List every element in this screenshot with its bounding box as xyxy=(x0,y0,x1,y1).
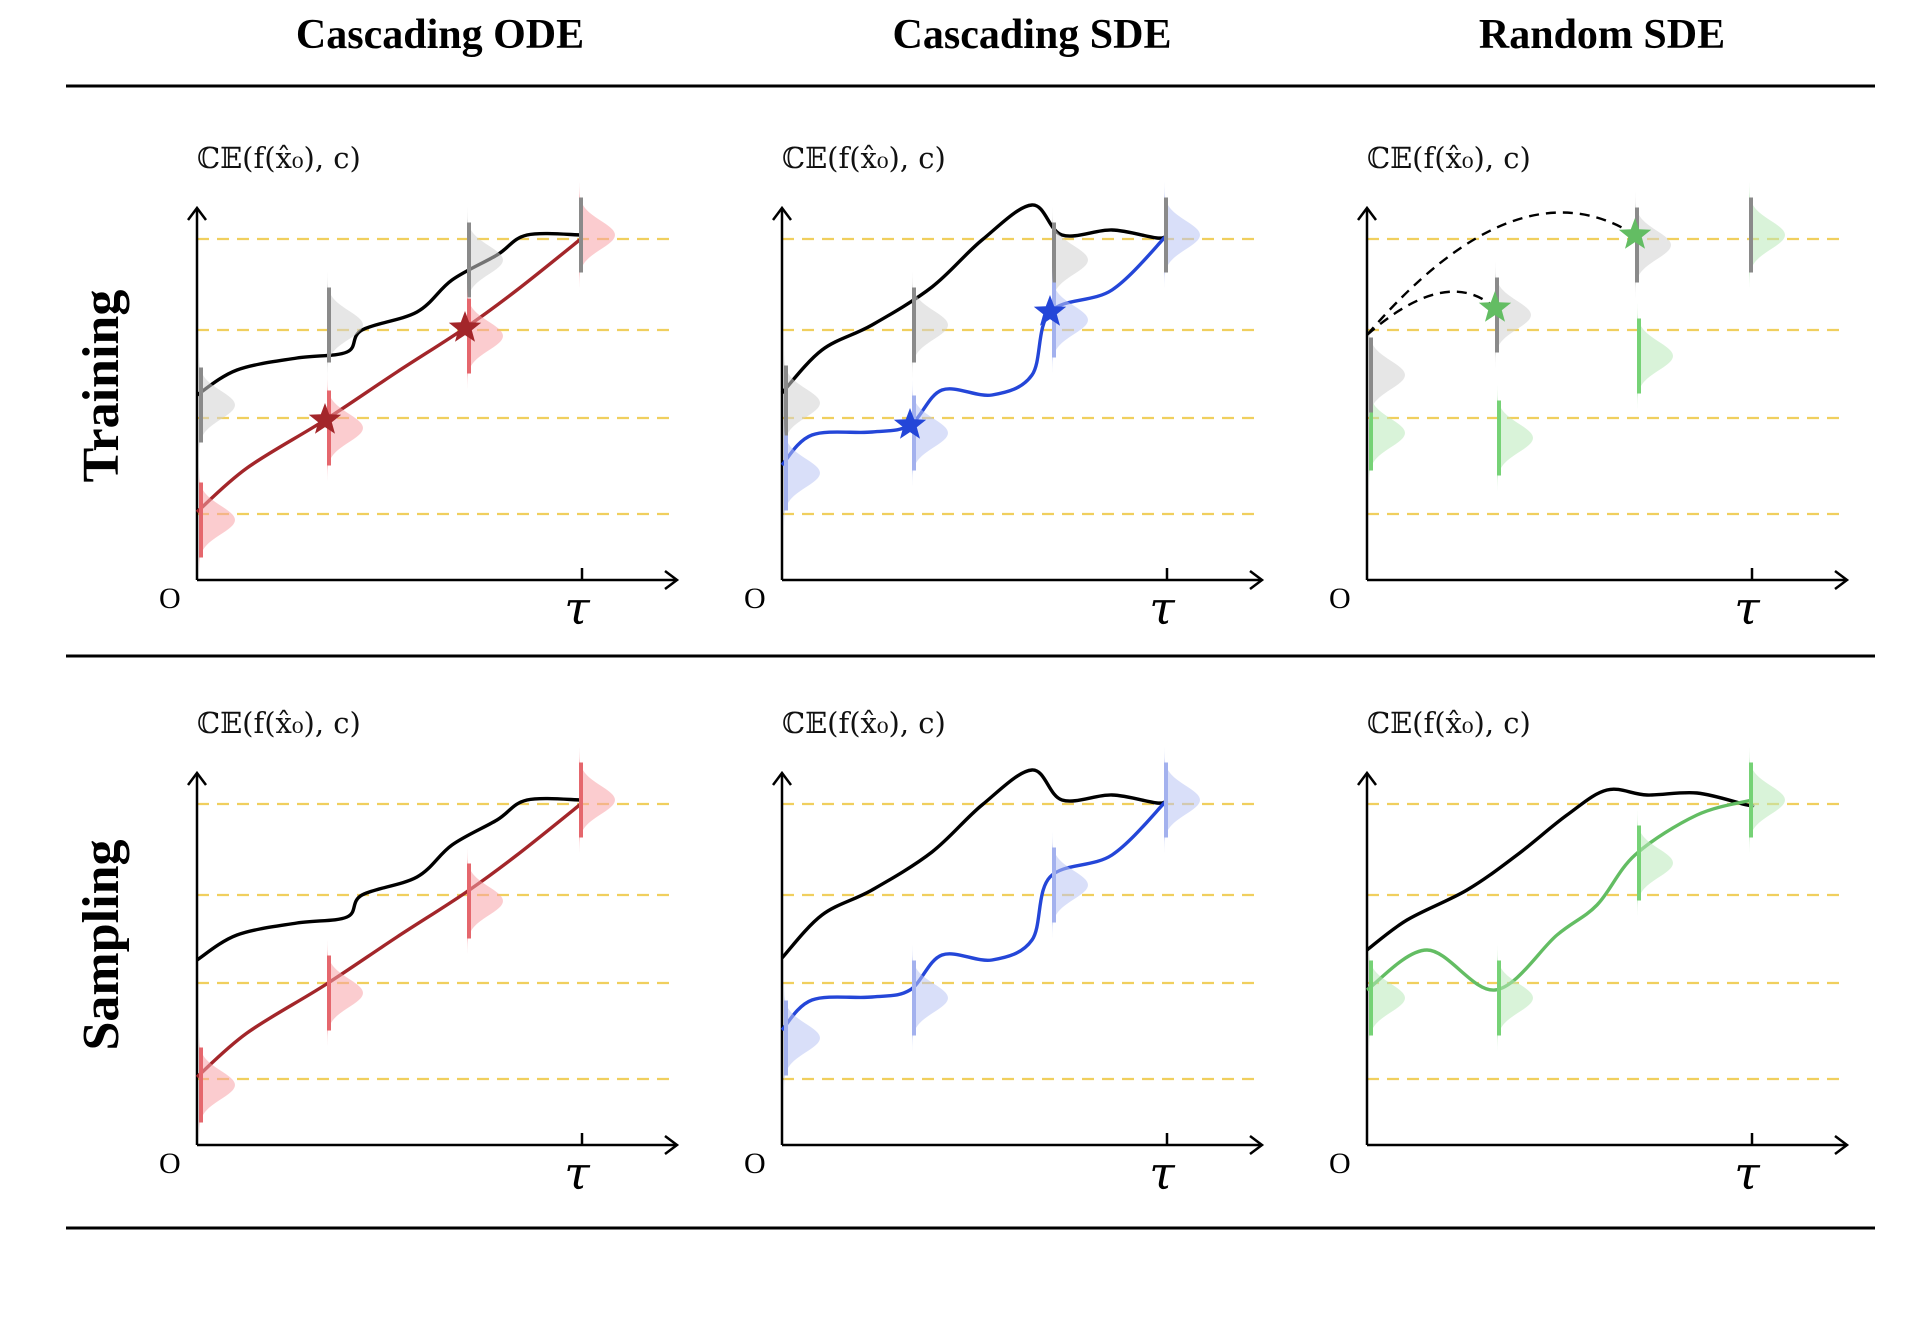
star-marker xyxy=(1618,218,1652,249)
star-marker xyxy=(893,408,927,439)
generated-density-density xyxy=(1497,381,1533,495)
y-axis-arrow xyxy=(772,770,792,786)
panels: ℂ𝔼(f(x̂₀), c)O τℂ𝔼(f(x̂₀), c)O τℂ𝔼(f(x̂₀),… xyxy=(159,141,1850,1200)
tau-label: τ xyxy=(1149,581,1176,635)
generated-density-density xyxy=(327,936,363,1050)
generated-density-density xyxy=(467,844,503,958)
column-headers: Cascading ODE Cascading SDE Random SDE xyxy=(296,12,1725,58)
generated-trajectory xyxy=(780,798,1169,1032)
y-axis-arrow xyxy=(187,205,207,221)
target-density-density xyxy=(327,268,363,382)
x-axis-arrow xyxy=(664,1135,680,1155)
y-axis-arrow xyxy=(187,770,207,786)
target-density-density xyxy=(1052,203,1088,317)
generated-density-density xyxy=(199,463,235,577)
panel-sampling-sde: ℂ𝔼(f(x̂₀), c) O τ xyxy=(744,706,1265,1200)
tau-label: τ xyxy=(564,1146,591,1200)
terminal-density-density xyxy=(1164,178,1200,292)
panel-training-rsde: ℂ𝔼(f(x̂₀), c) O τ xyxy=(1329,141,1850,635)
star-marker xyxy=(1478,291,1512,322)
dashed-jump xyxy=(1366,290,1496,336)
y-axis-label: ℂ𝔼(f(x̂₀), c) xyxy=(197,706,361,740)
generated-density-density xyxy=(1369,376,1405,490)
y-axis-label: ℂ𝔼(f(x̂₀), c) xyxy=(1367,706,1531,740)
generated-density-density xyxy=(912,941,948,1055)
reference-trajectory xyxy=(780,768,1168,960)
row-title-sampling: Sampling xyxy=(73,840,130,1051)
y-axis-arrow xyxy=(1357,205,1377,221)
origin-label: O xyxy=(744,582,766,615)
origin-label: O xyxy=(159,1147,181,1180)
terminal-density-density xyxy=(1749,743,1785,857)
y-axis-label: ℂ𝔼(f(x̂₀), c) xyxy=(782,141,946,175)
origin-label: O xyxy=(1329,1147,1351,1180)
x-axis-arrow xyxy=(1249,1135,1265,1155)
panel-sampling-rsde: ℂ𝔼(f(x̂₀), c) O τ xyxy=(1329,706,1850,1200)
generated-trajectory xyxy=(1365,798,1753,992)
reference-trajectory xyxy=(780,203,1168,395)
y-axis-label: ℂ𝔼(f(x̂₀), c) xyxy=(782,706,946,740)
terminal-density-density xyxy=(1164,743,1200,857)
target-density-density xyxy=(467,203,503,317)
generated-trajectory xyxy=(780,233,1169,467)
generated-density-density xyxy=(1052,263,1088,377)
row-title-training: Training xyxy=(73,290,130,483)
terminal-density-density xyxy=(579,178,615,292)
origin-label: O xyxy=(744,1147,766,1180)
generated-density-density xyxy=(912,376,948,490)
generated-density-density xyxy=(1637,806,1673,920)
star-marker xyxy=(1033,295,1067,326)
panel-training-sde: ℂ𝔼(f(x̂₀), c) O τ xyxy=(744,141,1265,635)
target-density-density xyxy=(1635,188,1671,302)
generated-density-density xyxy=(784,981,820,1095)
target-density-density xyxy=(912,268,948,382)
target-density-density xyxy=(1495,258,1531,372)
tau-label: τ xyxy=(1734,581,1761,635)
generated-density-density xyxy=(784,416,820,530)
reference-trajectory xyxy=(196,796,583,962)
y-axis-label: ℂ𝔼(f(x̂₀), c) xyxy=(197,141,361,175)
target-density-density xyxy=(199,348,235,462)
generated-density-density xyxy=(1052,828,1088,942)
reference-trajectory xyxy=(196,231,583,397)
tau-label: τ xyxy=(1734,1146,1761,1200)
target-density-density xyxy=(1369,318,1405,432)
generated-trajectory xyxy=(195,801,584,1079)
generated-density-density xyxy=(467,279,503,393)
star-marker xyxy=(448,311,482,342)
column-title-cascading-ode: Cascading ODE xyxy=(296,12,584,58)
reference-trajectory xyxy=(1365,787,1755,952)
generated-density-density xyxy=(1497,941,1533,1055)
origin-label: O xyxy=(159,582,181,615)
terminal-density-density xyxy=(1749,178,1785,292)
x-axis-arrow xyxy=(664,570,680,590)
generated-density-density xyxy=(327,371,363,485)
dashed-jump xyxy=(1366,211,1636,336)
generated-density-density xyxy=(199,1028,235,1142)
x-axis-arrow xyxy=(1834,570,1850,590)
panel-training-ode: ℂ𝔼(f(x̂₀), c) O τ xyxy=(159,141,680,635)
x-axis-arrow xyxy=(1249,570,1265,590)
terminal-density-density xyxy=(579,743,615,857)
y-axis-arrow xyxy=(1357,770,1377,786)
y-axis-arrow xyxy=(772,205,792,221)
tau-label: τ xyxy=(1149,1146,1176,1200)
origin-label: O xyxy=(1329,582,1351,615)
generated-density-density xyxy=(1637,299,1673,413)
target-density-density xyxy=(784,346,820,460)
column-title-cascading-sde: Cascading SDE xyxy=(893,12,1172,58)
tau-label: τ xyxy=(564,581,591,635)
panel-sampling-ode: ℂ𝔼(f(x̂₀), c) O τ xyxy=(159,706,680,1200)
star-marker xyxy=(308,403,342,434)
column-title-random-sde: Random SDE xyxy=(1479,12,1725,58)
y-axis-label: ℂ𝔼(f(x̂₀), c) xyxy=(1367,141,1531,175)
generated-density-density xyxy=(1369,941,1405,1055)
x-axis-arrow xyxy=(1834,1135,1850,1155)
generated-trajectory xyxy=(195,236,584,514)
